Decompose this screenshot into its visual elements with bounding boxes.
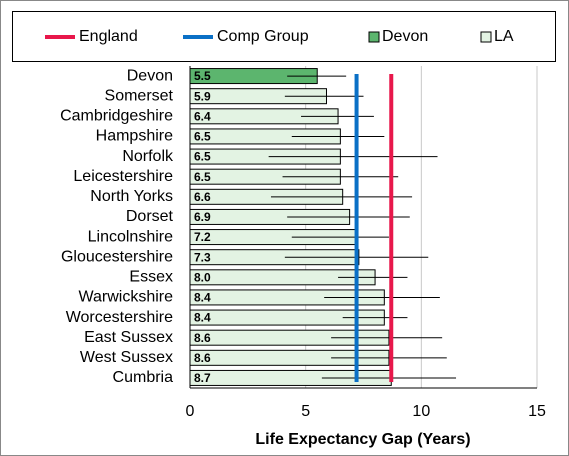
value-label: 8.4	[194, 311, 211, 325]
value-label: 7.2	[194, 230, 211, 244]
x-axis-label: Life Expectancy Gap (Years)	[255, 431, 470, 448]
legend-label: Devon	[382, 28, 428, 45]
y-tick-label: Hampshire	[96, 128, 173, 145]
value-label: 6.9	[194, 210, 211, 224]
value-label: 8.7	[194, 371, 211, 385]
x-tick-label: 15	[528, 403, 546, 420]
legend-swatch	[368, 31, 380, 43]
legend-box	[12, 11, 556, 62]
y-tick-label: Lincolnshire	[88, 228, 173, 245]
y-tick-label: Essex	[129, 269, 173, 286]
value-label: 6.6	[194, 190, 211, 204]
y-tick-label: Gloucestershire	[61, 248, 173, 265]
y-tick-label: Warwickshire	[78, 289, 173, 306]
legend-swatch	[480, 31, 492, 43]
legend-label: England	[79, 28, 138, 45]
y-tick-label: Worcestershire	[66, 309, 173, 326]
value-label: 6.5	[194, 150, 211, 164]
value-label: 5.5	[194, 69, 211, 83]
y-tick-label: Dorset	[126, 208, 174, 225]
x-tick-label: 0	[186, 403, 195, 420]
legend-label: LA	[494, 28, 514, 45]
x-tick-label: 5	[301, 403, 310, 420]
y-tick-label: Cumbria	[113, 369, 174, 386]
y-tick-label: North Yorks	[90, 188, 173, 205]
value-label: 8.6	[194, 331, 211, 345]
legend-label: Comp Group	[217, 28, 309, 45]
value-label: 6.5	[194, 130, 211, 144]
y-tick-label: Leicestershire	[73, 168, 173, 185]
value-label: 5.9	[194, 89, 211, 103]
value-label: 8.0	[194, 270, 211, 284]
y-tick-label: Cambridgeshire	[60, 108, 173, 125]
y-tick-label: West Sussex	[80, 349, 173, 366]
value-label: 8.6	[194, 351, 211, 365]
value-label: 6.5	[194, 170, 211, 184]
value-label: 6.4	[194, 109, 211, 123]
value-label: 8.4	[194, 291, 211, 305]
y-tick-label: East Sussex	[84, 329, 173, 346]
y-tick-label: Norfolk	[122, 148, 174, 165]
y-tick-label: Devon	[127, 67, 173, 84]
x-tick-label: 10	[412, 403, 430, 420]
y-tick-label: Somerset	[105, 87, 174, 104]
value-label: 7.3	[194, 250, 211, 264]
